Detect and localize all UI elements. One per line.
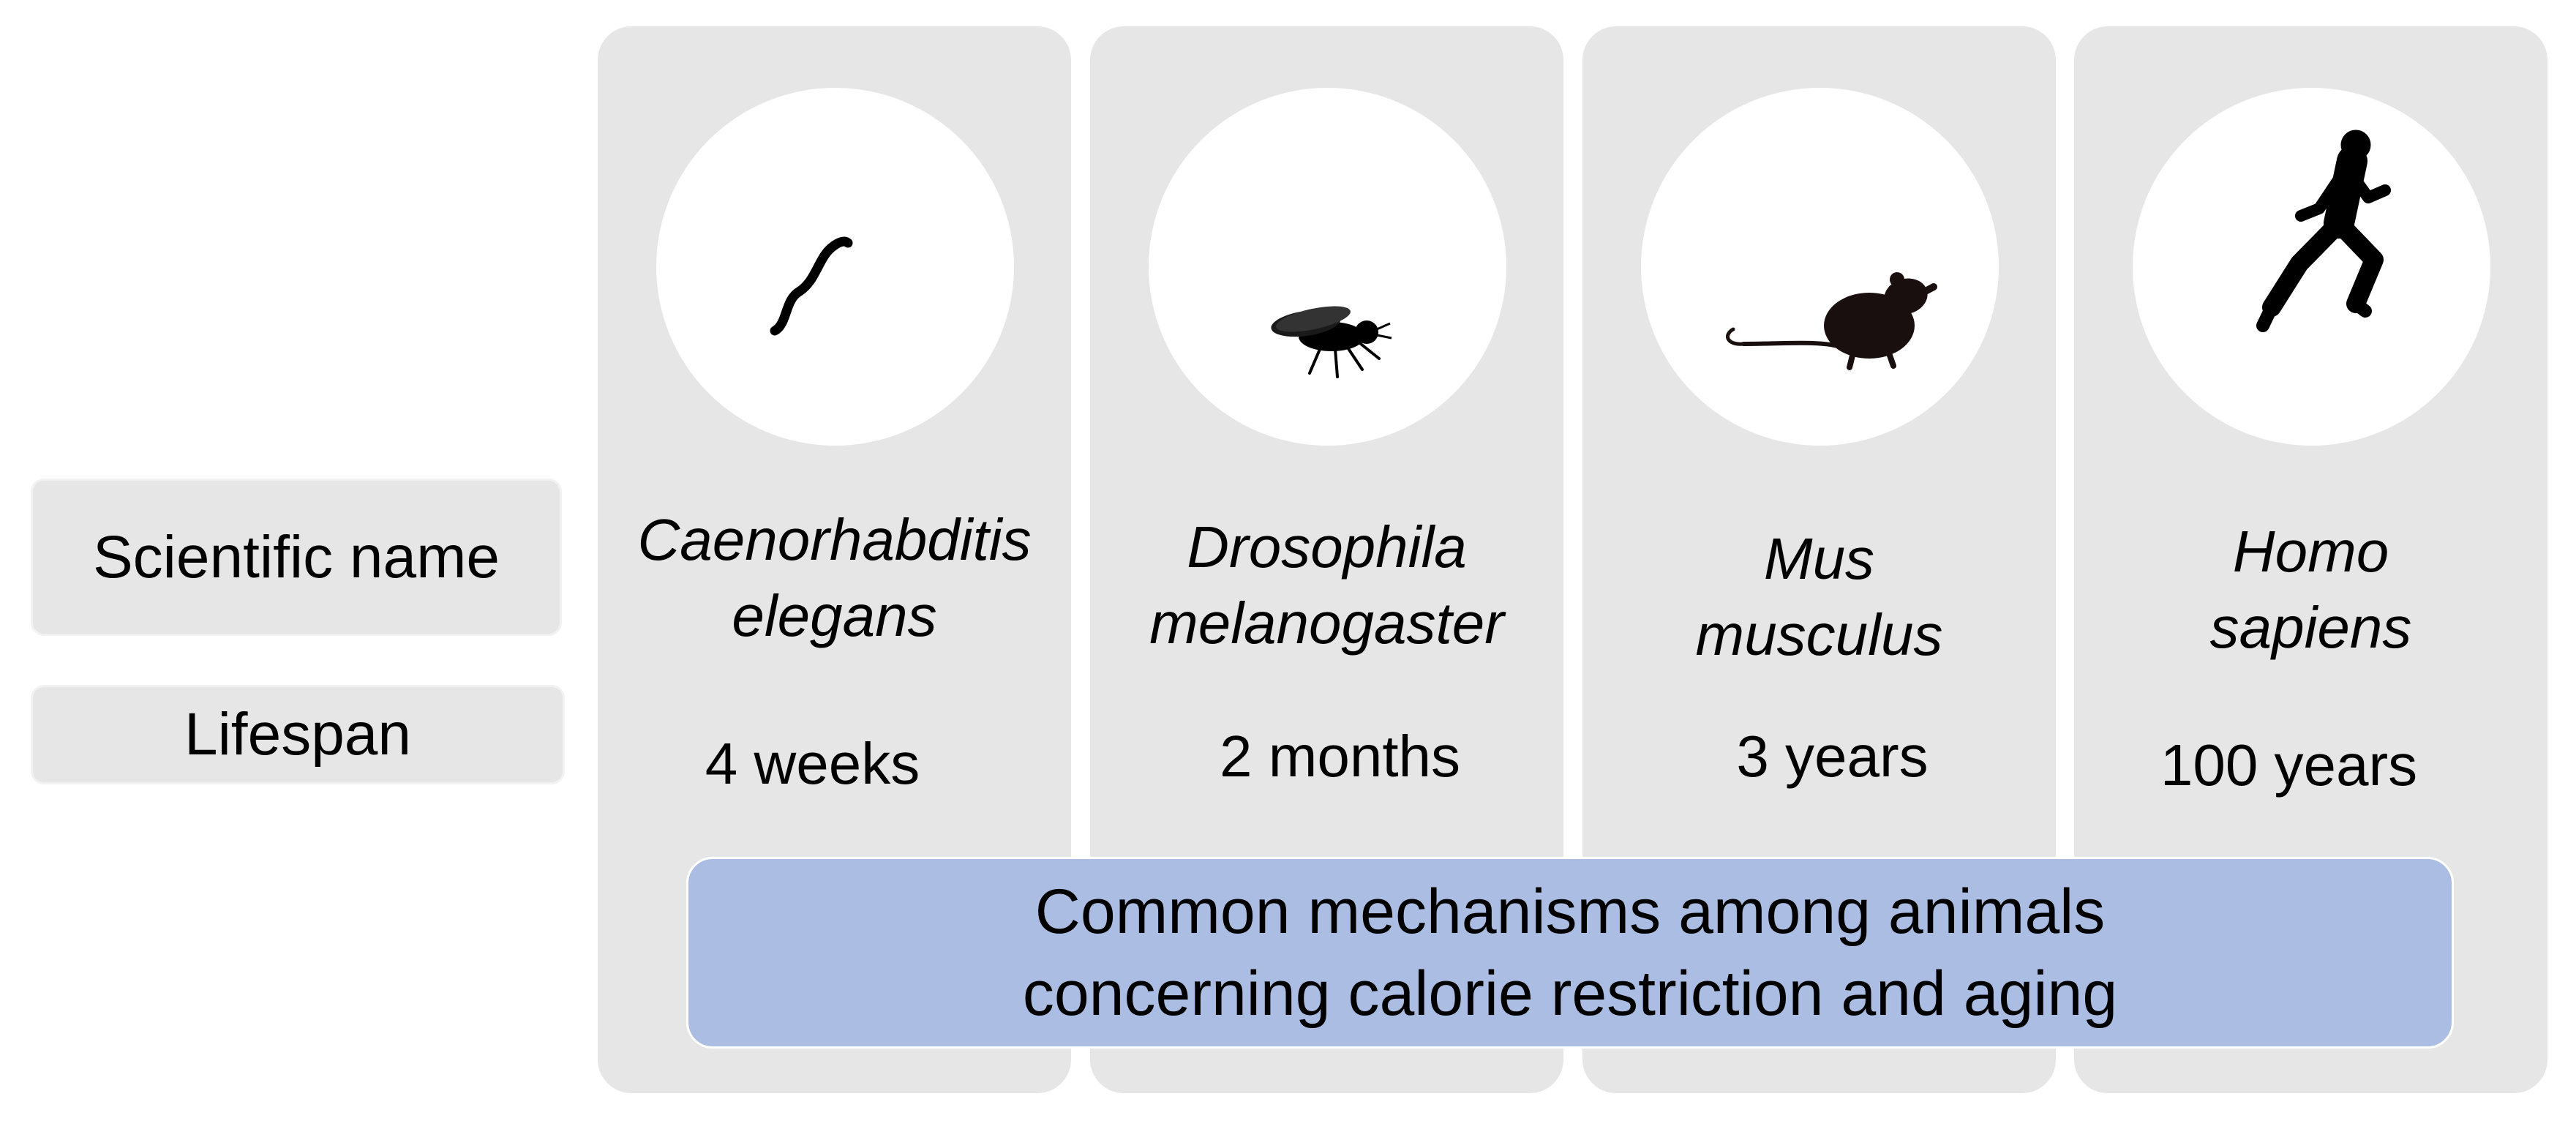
lifespan-label-text: Lifespan: [184, 701, 412, 768]
lifespan-human: 100 years: [2160, 732, 2418, 798]
scientific-name-label-text: Scientific name: [92, 523, 500, 591]
runner-icon: [2256, 130, 2391, 332]
fly-icon: [1271, 306, 1392, 378]
worm-icon: [770, 236, 853, 336]
scientific-name-line2: sapiens: [2209, 595, 2412, 660]
mouse-icon: [1726, 272, 1937, 370]
banner-line1: Common mechanisms among animals: [1034, 877, 2106, 947]
common-mechanisms-banner: Common mechanisms among animals concerni…: [686, 857, 2454, 1049]
lifespan-label: Lifespan: [31, 685, 565, 784]
scientific-name-line1: Drosophila: [1187, 514, 1467, 580]
scientific-name-line2: musculus: [1695, 602, 1943, 667]
banner-line2: concerning calorie restriction and aging: [1022, 959, 2118, 1029]
scientific-name-line1: Caenorhabditis: [637, 507, 1032, 572]
scientific-name-worm: Caenorhabditis elegans: [598, 502, 1071, 654]
scientific-name-mouse: Mus musculus: [1582, 521, 2056, 673]
scientific-name-line2: elegans: [732, 583, 937, 648]
scientific-name-line2: melanogaster: [1149, 591, 1504, 656]
scientific-name-line1: Mus: [1763, 526, 1875, 591]
scientific-name-label: Scientific name: [31, 479, 562, 636]
human-circle: [2133, 88, 2490, 446]
mouse-circle: [1641, 88, 1999, 446]
scientific-name-human: Homo sapiens: [2074, 514, 2547, 666]
lifespan-mouse: 3 years: [1736, 724, 1929, 789]
worm-circle: [656, 88, 1014, 446]
scientific-name-line1: Homo: [2232, 519, 2389, 584]
lifespan-fly: 2 months: [1219, 724, 1461, 789]
organism-column-fly: Drosophila melanogaster 2 months: [1090, 26, 1563, 1093]
scientific-name-fly: Drosophila melanogaster: [1090, 509, 1563, 661]
lifespan-worm: 4 weeks: [705, 731, 920, 796]
organism-column-worm: Caenorhabditis elegans 4 weeks: [598, 26, 1071, 1093]
fly-circle: [1149, 88, 1506, 446]
